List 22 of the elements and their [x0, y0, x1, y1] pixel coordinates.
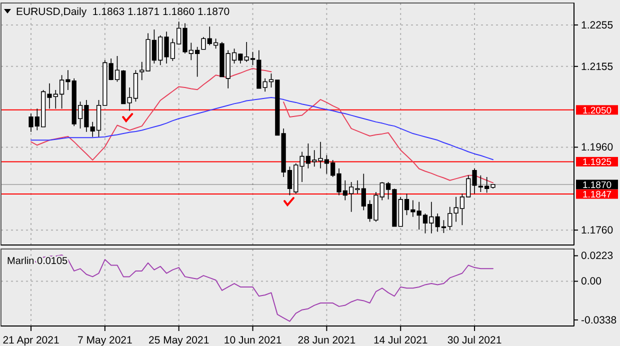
x-tick-label: 28 Jun 2021 — [298, 334, 356, 346]
candlestick — [256, 50, 262, 89]
ref-line-label: 1.1925 — [582, 157, 612, 168]
x-tick-label: 21 Apr 2021 — [2, 334, 60, 346]
x-tick-label: 30 Jul 2021 — [447, 334, 502, 346]
x-tick-label: 14 Jul 2021 — [373, 334, 428, 346]
y-tick-label: 0.0223 — [581, 250, 614, 262]
x-tick-label: 10 Jun 2021 — [224, 334, 282, 346]
y-tick-label: 1.2155 — [581, 60, 614, 73]
y-tick-label: -0.0338 — [581, 314, 617, 326]
y-tick-label: 1.1760 — [581, 224, 614, 236]
line-series — [30, 96, 494, 160]
text: Marlin 0.0105 — [7, 256, 68, 267]
x-tick-label: 7 May 2021 — [77, 334, 133, 346]
x-tick-label: 25 May 2021 — [148, 334, 210, 346]
y-tick-label: 1.2255 — [581, 19, 614, 32]
y-tick-label: 0.00 — [581, 276, 602, 288]
chart-title: EURUSD,Daily 1.1863 1.1871 1.1860 1.1870 — [16, 6, 230, 18]
ref-line-label: 1.1870 — [582, 180, 612, 191]
ref-line-label: 1.1847 — [582, 189, 612, 200]
y-tick-label: 1.1960 — [581, 142, 614, 154]
ref-line-label: 1.2050 — [582, 105, 612, 116]
